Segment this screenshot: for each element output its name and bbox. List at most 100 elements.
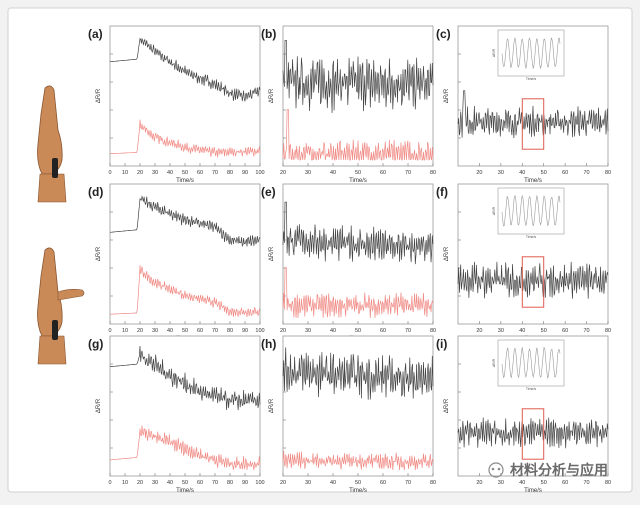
panel-label: (c)	[436, 27, 451, 41]
x-tick-label: 30	[498, 328, 504, 334]
x-tick-label: 60	[197, 480, 203, 486]
y-axis-label: ΔR/R	[96, 88, 102, 103]
x-tick-label: 20	[280, 328, 286, 334]
x-tick-label: 80	[605, 480, 611, 486]
x-tick-label: 70	[405, 328, 411, 334]
x-tick-label: 50	[541, 170, 547, 176]
hand-shape	[37, 247, 63, 337]
plot-frame	[109, 335, 261, 477]
x-axis-label: Time/s	[176, 488, 194, 494]
x-tick-label: 10	[122, 170, 128, 176]
series-line-red	[282, 450, 434, 471]
inset-series-line	[501, 37, 561, 69]
y-axis-label: ΔR/R	[444, 398, 450, 413]
watermark-icon-dot	[497, 467, 501, 471]
highlight-box	[521, 256, 545, 308]
x-tick-label: 40	[167, 328, 173, 334]
panel-label: (f)	[436, 185, 448, 199]
x-tick-label: 80	[605, 170, 611, 176]
watermark: 材料分析与应用	[488, 462, 608, 478]
x-tick-label: 0	[108, 328, 111, 334]
x-tick-label: 60	[197, 170, 203, 176]
sensor-strap	[52, 158, 58, 178]
x-tick-label: 40	[167, 480, 173, 486]
x-tick-label: 40	[330, 328, 336, 334]
x-tick-label: 40	[519, 170, 525, 176]
x-tick-label: 20	[476, 480, 482, 486]
inset-frame	[497, 29, 565, 77]
series-line-black	[282, 347, 434, 400]
x-tick-label: 100	[255, 170, 264, 176]
inset-y-label: ΔR/R	[492, 358, 496, 367]
series-line-red	[110, 119, 261, 158]
x-tick-label: 10	[122, 328, 128, 334]
highlight-box	[521, 408, 545, 460]
x-tick-label: 70	[405, 170, 411, 176]
inset-frame	[497, 187, 565, 235]
x-tick-label: 30	[498, 480, 504, 486]
x-tick-label: 70	[212, 170, 218, 176]
series-line-red	[282, 109, 434, 162]
x-tick-label: 50	[182, 170, 188, 176]
inset-series-line	[501, 194, 561, 227]
x-tick-label: 20	[280, 170, 286, 176]
x-tick-label: 20	[137, 328, 143, 334]
watermark-text: 材料分析与应用	[510, 462, 608, 478]
series-line-black	[282, 39, 434, 114]
panel-c: (c) ΔR/R 20 30 40 50 60 70 80 Time/s Time/s ΔR/R	[436, 25, 611, 184]
x-tick-label: 40	[519, 328, 525, 334]
series-line-black	[457, 261, 609, 299]
x-tick-label: 100	[255, 480, 264, 486]
inset-series-line	[501, 346, 561, 379]
x-tick-label: 60	[380, 170, 386, 176]
x-tick-label: 30	[152, 170, 158, 176]
x-tick-label: 90	[242, 480, 248, 486]
panel-label: (d)	[88, 185, 103, 199]
panel-label: (i)	[436, 337, 447, 351]
x-tick-label: 70	[584, 170, 590, 176]
x-tick-label: 30	[305, 328, 311, 334]
x-tick-label: 80	[227, 480, 233, 486]
x-axis-label: Time/s	[349, 178, 367, 184]
y-axis-label: ΔR/R	[444, 88, 450, 103]
x-tick-label: 40	[330, 170, 336, 176]
x-tick-label: 30	[305, 170, 311, 176]
x-tick-label: 20	[137, 480, 143, 486]
x-tick-label: 50	[541, 328, 547, 334]
watermark-icon	[488, 462, 504, 478]
panel-label: (g)	[88, 337, 103, 351]
inset-x-label: Time/s	[526, 387, 537, 391]
x-tick-label: 90	[242, 328, 248, 334]
inset-y-label: ΔR/R	[492, 48, 496, 57]
panel-label: (e)	[261, 185, 276, 199]
x-tick-label: 30	[305, 480, 311, 486]
x-tick-label: 70	[584, 328, 590, 334]
y-axis-label: ΔR/R	[269, 398, 275, 413]
inset-y-label: ΔR/R	[492, 206, 496, 215]
x-tick-label: 50	[182, 328, 188, 334]
sensor-strap	[52, 320, 58, 340]
x-tick-label: 40	[519, 480, 525, 486]
x-tick-label: 60	[380, 480, 386, 486]
x-tick-label: 70	[405, 480, 411, 486]
x-tick-label: 30	[498, 170, 504, 176]
highlight-box	[521, 98, 545, 150]
x-tick-label: 60	[562, 328, 568, 334]
x-tick-label: 40	[330, 480, 336, 486]
x-tick-label: 80	[430, 328, 436, 334]
x-axis-label: Time/s	[176, 178, 194, 184]
inset-x-label: Time/s	[526, 235, 537, 239]
x-axis-label: Time/s	[524, 488, 542, 494]
hand-illustrations	[37, 85, 85, 365]
panel-label: (a)	[88, 27, 103, 41]
x-tick-label: 60	[562, 170, 568, 176]
x-tick-label: 20	[137, 170, 143, 176]
wrist-shape	[37, 173, 67, 203]
x-tick-label: 20	[476, 328, 482, 334]
x-tick-label: 50	[182, 480, 188, 486]
inset-frame	[497, 339, 565, 387]
